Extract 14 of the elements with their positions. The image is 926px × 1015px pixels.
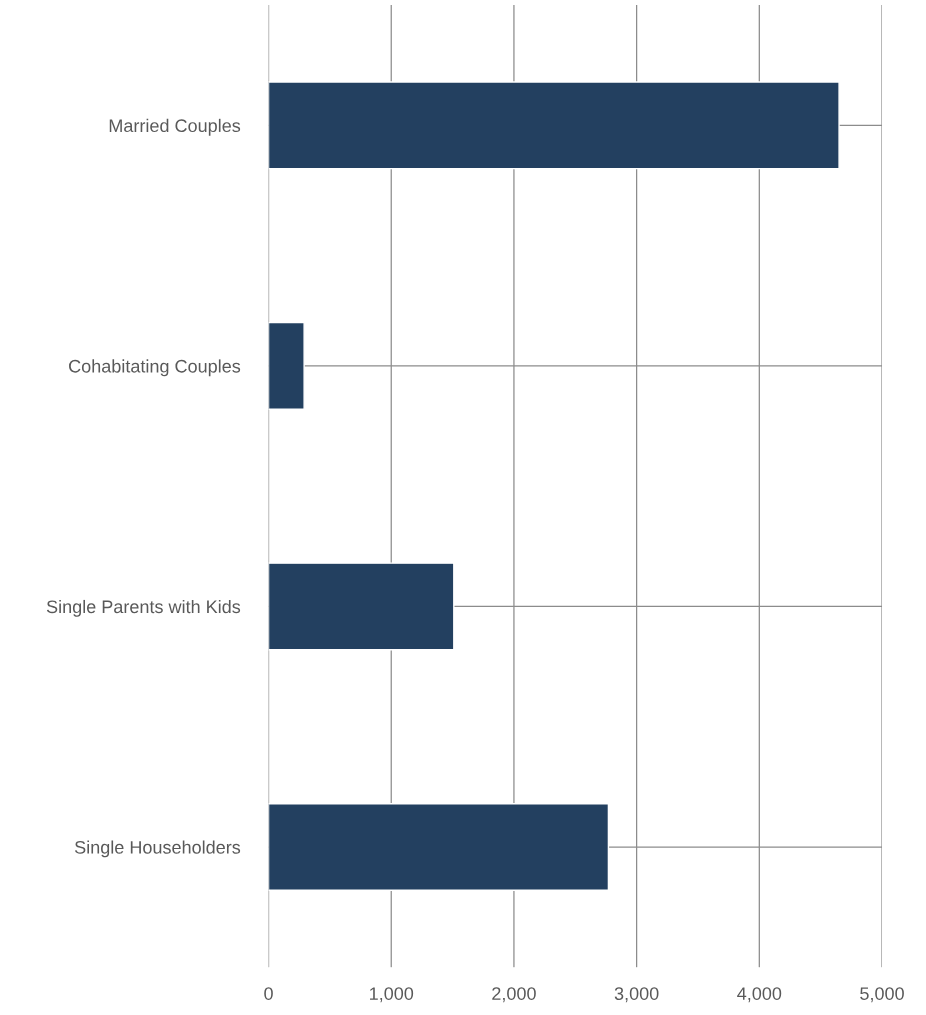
y-tick-label: Married Couples [109,118,241,136]
bar [268,803,610,892]
bar [268,321,305,410]
bar [268,81,840,170]
y-tick-label: Single Parents with Kids [46,599,241,617]
x-tick-label: 2,000 [492,987,536,1003]
y-tick-label: Cohabitating Couples [69,359,241,377]
x-tick-label: 1,000 [370,987,414,1003]
y-tick-label: Single Householders [74,840,241,858]
bar [268,562,455,651]
x-tick-label: 0 [264,987,273,1000]
x-tick-label: 4,000 [737,987,782,1003]
x-tick-label: 3,000 [614,987,659,1003]
x-tick-label: 5,000 [860,987,904,1003]
